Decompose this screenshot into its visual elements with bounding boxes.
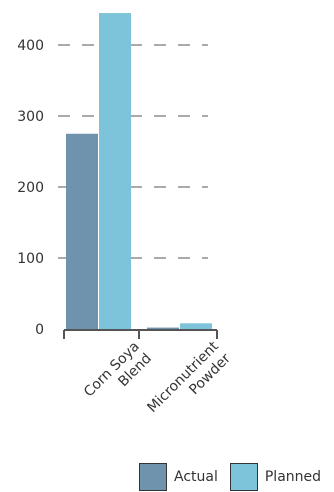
x-category-label-0: Corn SoyaBlend: [81, 339, 155, 413]
y-tick-label-100: 100: [17, 251, 44, 267]
y-tick-label-400: 400: [17, 38, 44, 54]
x-category-label-1: MicronutrientPowder: [144, 338, 234, 428]
legend-swatch-planned: [229, 463, 258, 491]
y-axis: 0 100 200 300 400: [17, 38, 44, 338]
y-tick-label-200: 200: [17, 180, 44, 196]
bar-planned-0: [99, 13, 131, 330]
y-tick-label-300: 300: [17, 109, 44, 125]
bar-chart: 0 100 200 300 400 Corn SoyaBlendMicronutrien…: [17, 13, 234, 428]
legend-label-planned: Planned: [264, 469, 322, 485]
bar-actual-0: [66, 133, 98, 329]
bar-actual-1: [147, 327, 179, 329]
legend-item-actual[interactable]: Actual: [139, 463, 218, 491]
legend-swatch-actual: [139, 463, 167, 491]
bars: [66, 13, 212, 330]
bar-planned-1: [180, 323, 212, 329]
y-tick-label-0: 0: [35, 322, 44, 338]
legend-item-planned[interactable]: Planned: [229, 463, 322, 491]
legend-label-actual: Actual: [174, 469, 218, 485]
legend: Actual Planned: [139, 462, 333, 492]
